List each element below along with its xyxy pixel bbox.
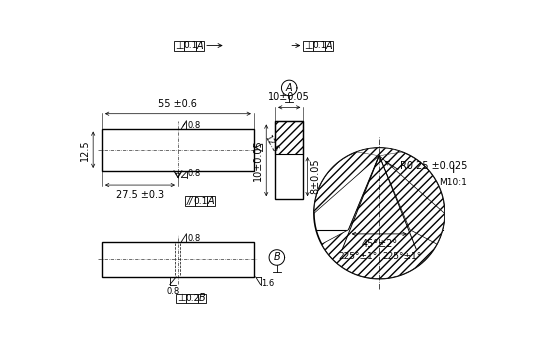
- Bar: [102, 242, 254, 277]
- Text: ⊥: ⊥: [175, 41, 184, 51]
- Text: 0.8: 0.8: [187, 234, 200, 242]
- Text: M10:1: M10:1: [440, 178, 467, 187]
- Text: A: A: [207, 196, 214, 206]
- Text: //: //: [187, 196, 193, 206]
- Text: 0.1: 0.1: [312, 41, 326, 51]
- Text: 0.1: 0.1: [193, 197, 208, 206]
- Text: R0.25 ±0.025: R0.25 ±0.025: [400, 161, 468, 171]
- Text: A: A: [326, 41, 332, 51]
- Bar: [184, 41, 196, 51]
- Text: B: B: [273, 252, 280, 262]
- Bar: [207, 197, 214, 206]
- Text: A: A: [197, 41, 204, 51]
- Bar: [275, 121, 303, 199]
- Text: 225°±1°: 225°±1°: [383, 252, 422, 261]
- Bar: [196, 41, 204, 51]
- Bar: [102, 129, 254, 171]
- Bar: [176, 293, 186, 303]
- Bar: [186, 293, 198, 303]
- Text: 8±0.05: 8±0.05: [310, 159, 321, 194]
- Text: 45°±2°: 45°±2°: [361, 239, 397, 249]
- Text: 0.1: 0.1: [183, 41, 197, 51]
- Bar: [303, 41, 313, 51]
- Text: 1.6: 1.6: [261, 279, 274, 288]
- Text: 27.5 ±0.3: 27.5 ±0.3: [116, 190, 164, 200]
- Text: ⊥: ⊥: [304, 41, 312, 51]
- Text: I: I: [452, 165, 455, 175]
- Bar: [325, 41, 333, 51]
- Bar: [174, 41, 184, 51]
- Bar: [313, 41, 325, 51]
- Text: 12.5: 12.5: [80, 139, 91, 161]
- Bar: [198, 293, 206, 303]
- Polygon shape: [379, 156, 444, 244]
- Bar: [275, 121, 303, 154]
- Text: 0.8: 0.8: [188, 169, 200, 178]
- Text: 225°±1°: 225°±1°: [338, 252, 378, 261]
- Text: ⊥: ⊥: [177, 293, 185, 303]
- Text: 55 ±0.6: 55 ±0.6: [159, 99, 197, 109]
- Text: 0.8: 0.8: [187, 121, 200, 130]
- Bar: [185, 197, 195, 206]
- Text: 10±0.05: 10±0.05: [254, 140, 263, 181]
- Text: 12.5: 12.5: [263, 134, 280, 154]
- Polygon shape: [357, 148, 401, 156]
- Bar: [195, 197, 207, 206]
- Polygon shape: [314, 148, 444, 279]
- Text: 0.8: 0.8: [166, 287, 179, 296]
- Text: A: A: [286, 83, 293, 93]
- Text: 0.2: 0.2: [185, 294, 199, 303]
- Text: 10±0.05: 10±0.05: [269, 93, 310, 103]
- Text: B: B: [198, 293, 205, 303]
